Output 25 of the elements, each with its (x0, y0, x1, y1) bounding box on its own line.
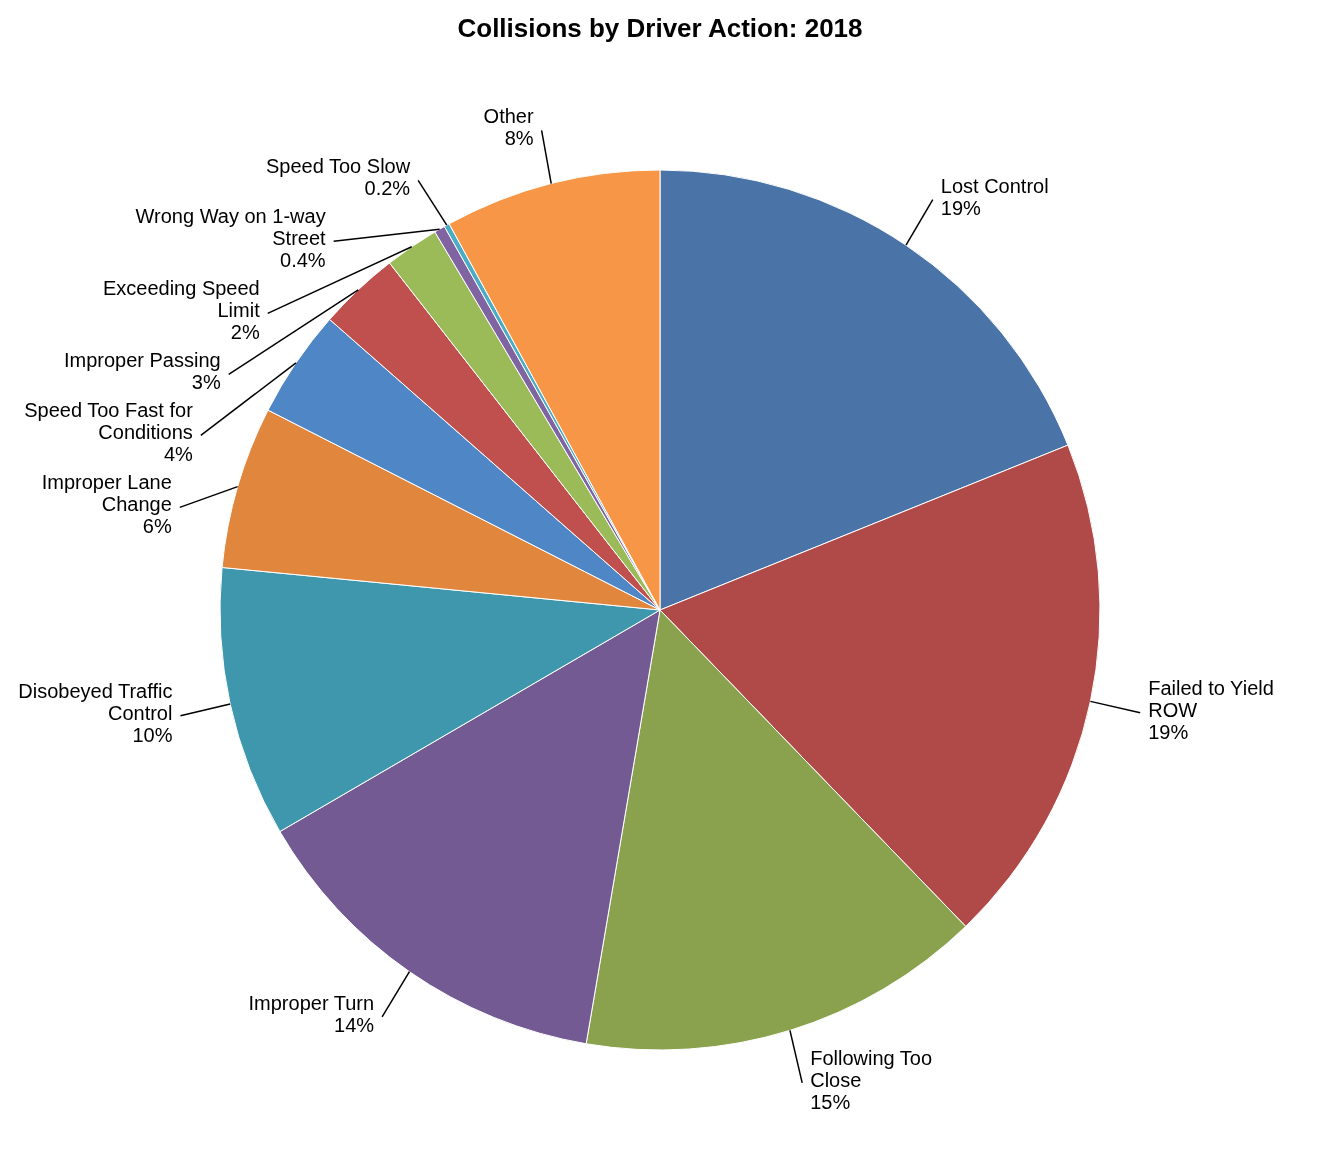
slice-label: Exceeding Speed Limit (102, 277, 261, 322)
data-label: 0.2% (364, 177, 411, 200)
chart-title: Collisions by Driver Action: 2018 (457, 13, 863, 43)
slice-label: Lost Control (940, 174, 1049, 197)
data-label: 14% (334, 1013, 375, 1036)
data-label: 2% (230, 321, 260, 344)
slice-label: Improper Passing (63, 349, 221, 372)
data-label: 8% (504, 127, 534, 150)
slice-label: Speed Too Fast for Conditions (24, 399, 194, 444)
slice-label: Following Too Close (810, 1046, 933, 1091)
data-label: 3% (191, 371, 221, 394)
slice-label: Failed to Yield ROW (1148, 676, 1274, 721)
data-label: 15% (810, 1090, 851, 1113)
slice-label: Speed Too Slow (265, 155, 411, 178)
data-label: 0.4% (280, 249, 326, 272)
data-label: 10% (132, 723, 173, 746)
slice-label: Improper Lane Change (41, 471, 172, 516)
slice-label: Improper Turn (248, 991, 375, 1014)
slice-label: Wrong Way on 1-way Street (135, 205, 327, 250)
data-label: 6% (142, 515, 172, 538)
data-label: 19% (1148, 720, 1189, 743)
data-label: 4% (163, 443, 194, 466)
data-label: 19% (940, 196, 982, 219)
slice-label: Other (483, 105, 534, 128)
slice-label: Disobeyed Traffic Control (18, 679, 173, 724)
